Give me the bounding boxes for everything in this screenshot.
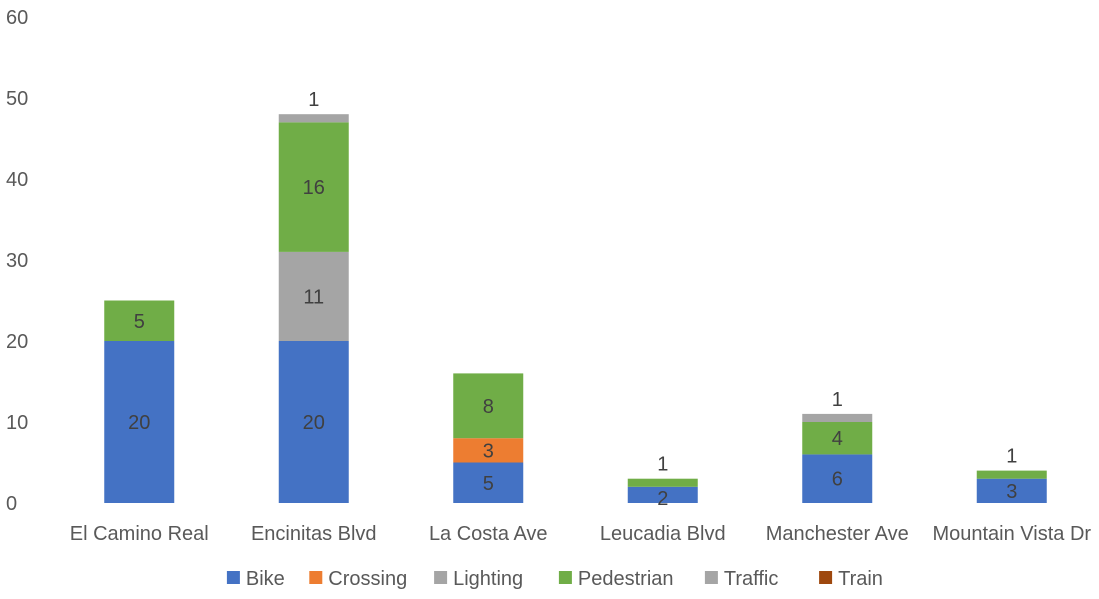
bar-traffic-4	[802, 413, 873, 422]
bar-traffic-1	[278, 114, 349, 123]
bar-bike-5	[976, 478, 1047, 503]
legend-label: Train	[838, 568, 883, 590]
bar-bike-4	[802, 454, 873, 503]
bar-pedestrian-3	[627, 478, 698, 487]
legend-label: Pedestrian	[578, 568, 674, 590]
x-tick-label: Leucadia Blvd	[600, 523, 726, 545]
legend: Bike Crossing Lighting Pedestrian Traffic Tra…	[226, 568, 883, 590]
data-label: 1	[832, 389, 843, 411]
y-tick-label: 40	[6, 169, 28, 191]
legend-item-bike: Bike	[226, 568, 285, 590]
data-label: 16	[303, 177, 325, 199]
y-tick-label: 0	[6, 493, 17, 515]
y-tick-label: 20	[6, 331, 28, 353]
y-tick-label: 60	[6, 7, 28, 29]
legend-item-crossing: Crossing	[309, 568, 407, 590]
legend-swatch	[819, 571, 833, 584]
bar-pedestrian-5	[976, 470, 1047, 479]
data-label: 3	[1006, 481, 1017, 503]
bar-bike-0	[104, 341, 175, 503]
x-tick-label: Manchester Ave	[766, 523, 909, 545]
data-label: 11	[303, 286, 324, 308]
legend-label: Bike	[246, 568, 285, 590]
legend-item-lighting: Lighting	[434, 568, 523, 590]
data-label: 6	[832, 469, 843, 491]
legend-swatch	[309, 571, 323, 584]
bar-lighting-1	[278, 251, 349, 341]
x-axis: El Camino Real Encinitas Blvd La Costa Ave…	[70, 523, 1092, 545]
legend-swatch	[704, 571, 718, 584]
data-label: 5	[134, 311, 145, 333]
bar-pedestrian-0	[104, 300, 175, 341]
bar-bike-1	[278, 341, 349, 503]
legend-label: Crossing	[328, 568, 407, 590]
legend-swatch	[434, 571, 448, 584]
y-tick-label: 50	[6, 88, 28, 110]
data-label: 5	[483, 473, 494, 495]
legend-label: Traffic	[724, 568, 778, 590]
data-label: 1	[308, 89, 319, 111]
y-axis: 0 10 20 30 40 50 60	[6, 7, 28, 515]
bar-pedestrian-1	[278, 122, 349, 252]
data-label: 20	[128, 412, 150, 434]
legend-swatch	[226, 571, 240, 584]
x-tick-label: Encinitas Blvd	[251, 523, 377, 545]
x-tick-label: La Costa Ave	[429, 523, 548, 545]
legend-item-traffic: Traffic	[704, 568, 778, 590]
x-tick-label: El Camino Real	[70, 523, 209, 545]
bar-pedestrian-4	[802, 422, 873, 455]
bar-bike-3	[627, 486, 698, 503]
legend-swatch	[558, 571, 572, 584]
bar-pedestrian-2	[453, 373, 524, 439]
x-tick-label: Mountain Vista Dr	[932, 523, 1091, 545]
bar-crossing-2	[453, 438, 524, 463]
data-label: 1	[657, 454, 668, 476]
data-label: 3	[483, 440, 494, 462]
data-label: 1	[1006, 446, 1017, 468]
data-label: 8	[483, 396, 494, 418]
y-tick-label: 10	[6, 412, 28, 434]
data-label: 4	[832, 428, 843, 450]
data-label: 20	[303, 412, 325, 434]
data-label: 2	[657, 488, 668, 510]
legend-item-pedestrian: Pedestrian	[558, 568, 674, 590]
bar-bike-2	[453, 462, 524, 503]
legend-item-train: Train	[819, 568, 883, 590]
legend-label: Lighting	[453, 568, 523, 590]
y-tick-label: 30	[6, 250, 28, 272]
